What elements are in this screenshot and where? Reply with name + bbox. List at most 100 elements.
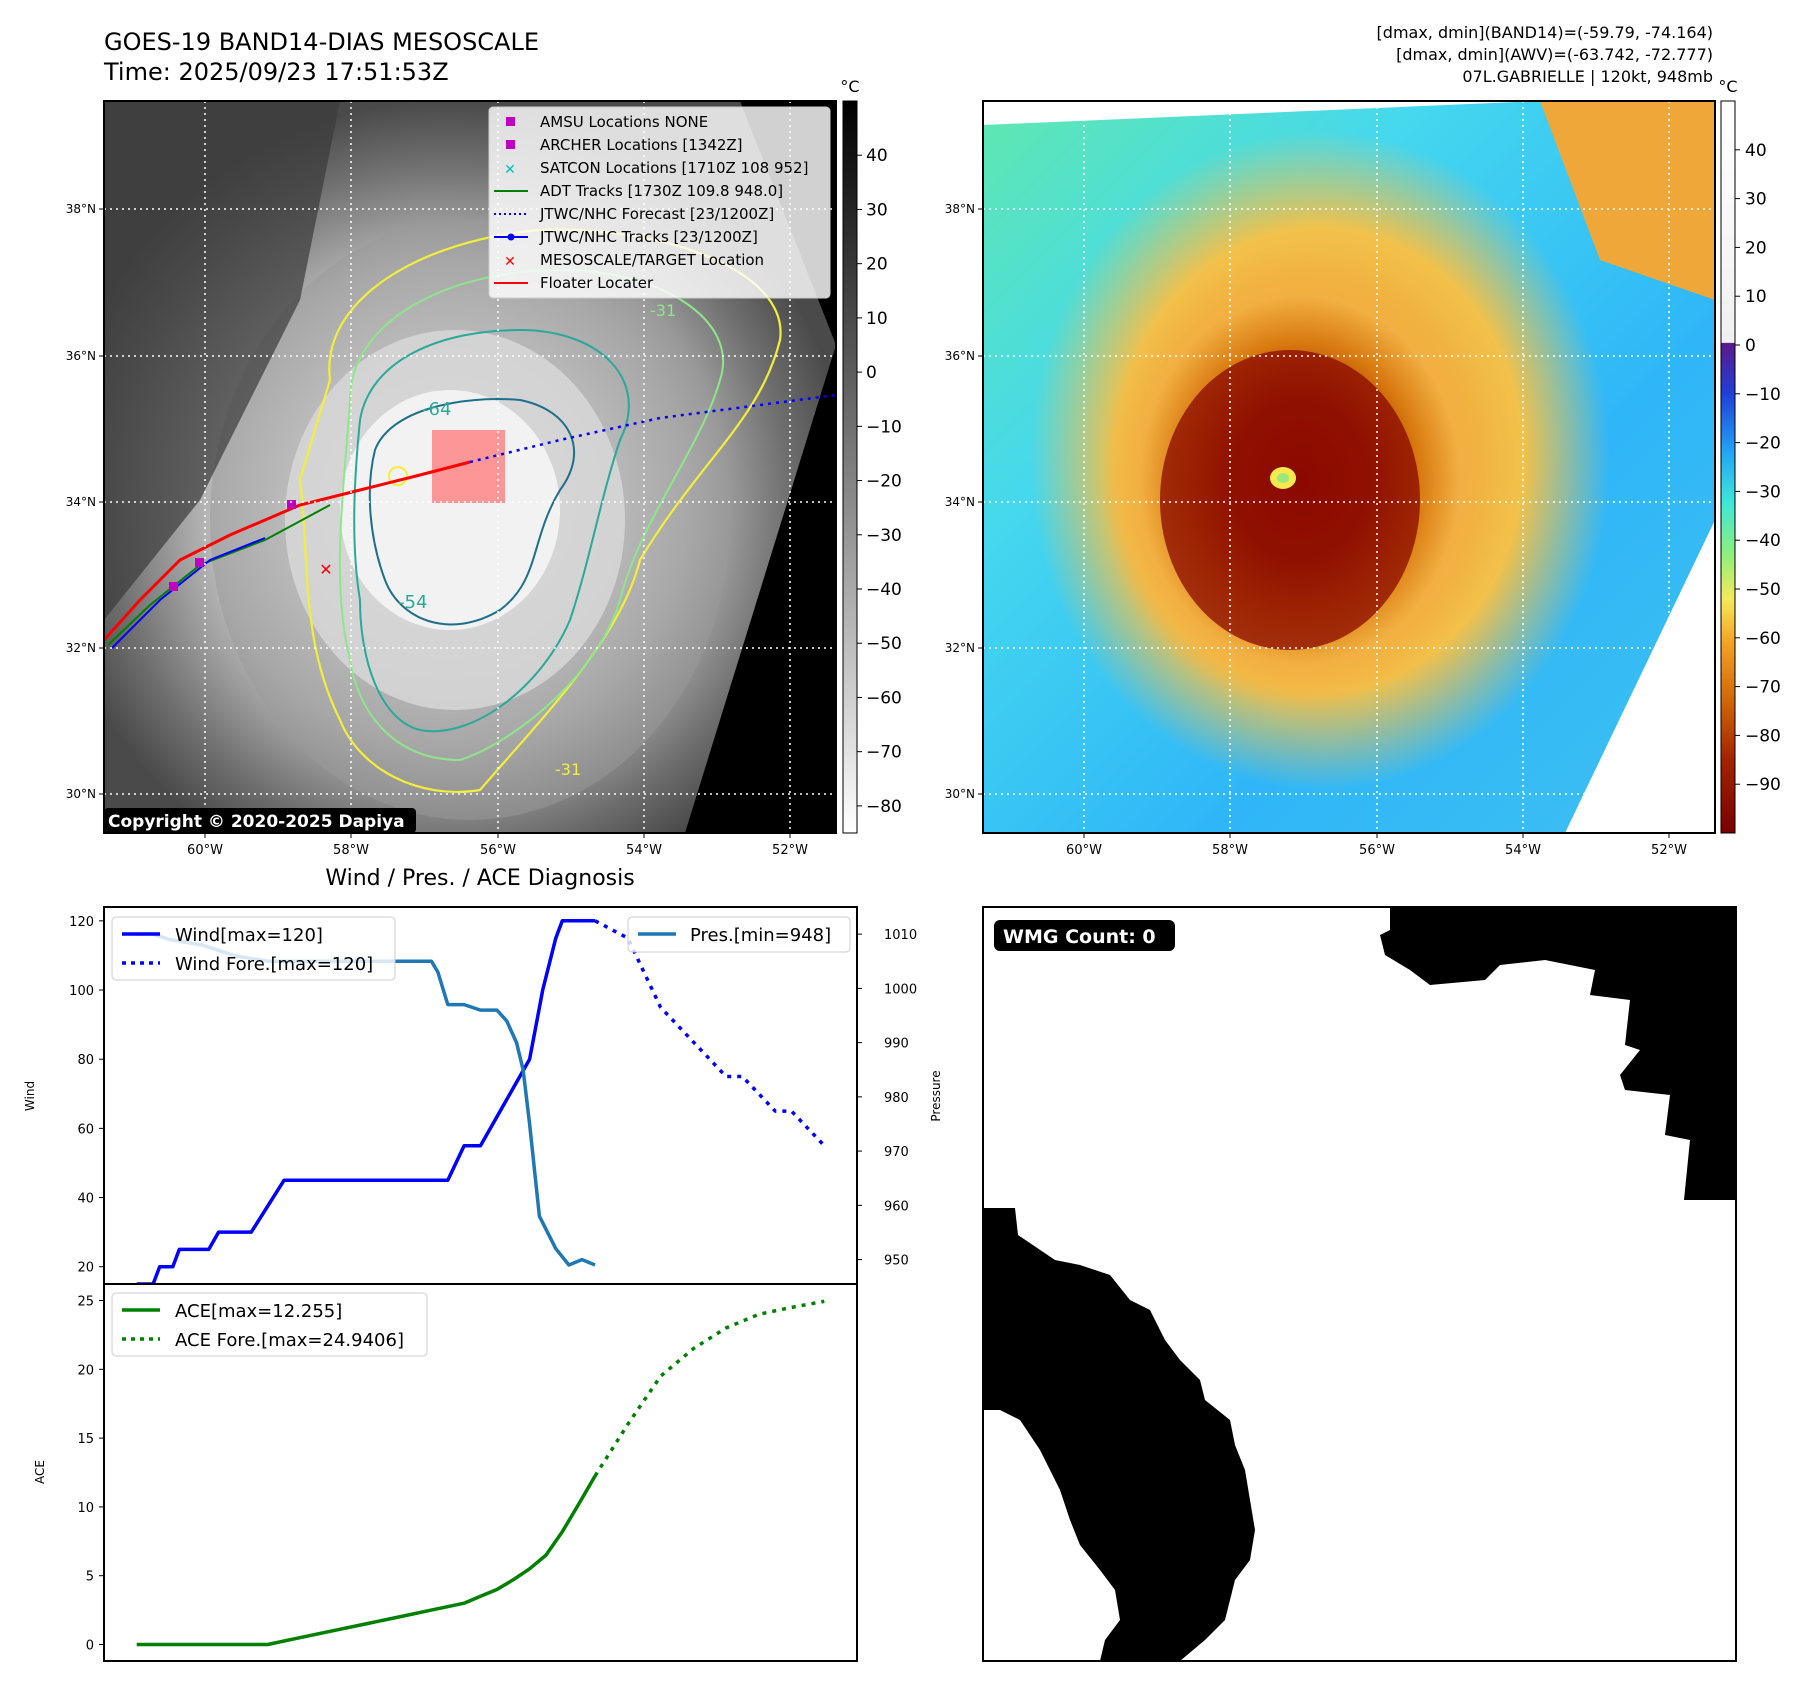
ace-tick-label: 15 [77,1432,94,1447]
pressure-tick-label: 1010 [884,928,917,943]
contour-label: -31 [555,760,581,779]
legend-item-label: ARCHER Locations [1342Z] [540,136,743,154]
legend-ace-forecast: ACE Fore.[max=24.9406] [175,1330,404,1351]
legend-ace: ACE[max=12.255] [175,1301,342,1322]
archer-location-marker [287,500,296,509]
legend-item-label: ADT Tracks [1730Z 109.8 948.0] [540,182,783,200]
wind-legend: Wind[max=120] Wind Fore.[max=120] [111,916,396,981]
colorbar-tick: −30 [1745,482,1781,502]
mesoscale-target-marker: ✕ [319,560,332,579]
wind-forecast-series-line [594,919,826,1147]
lon-tick-label: 52°W [1651,843,1687,858]
lat-tick-label: 30°N [66,787,96,801]
ace-tick-label: 20 [77,1363,94,1378]
lon-tick-label: 52°W [772,843,808,858]
wind-tick-label: 60 [77,1122,94,1137]
jtwc-forecast-track [469,393,836,464]
ace-axes: 0 5 10 15 20 25 [77,1295,104,1653]
ace-forecast-series-line [593,1299,825,1477]
colorbar-tick: 20 [866,255,888,275]
wmg-mask-region [983,1208,1255,1661]
colorbar-tick: −80 [866,797,902,817]
legend-item: AMSU Locations NONE [506,113,708,131]
colorbar-tick: −50 [866,634,902,654]
colorbar-unit: °C [1718,77,1737,96]
legend-item: ✕ MESOSCALE/TARGET Location [504,251,764,270]
lon-tick-label: 60°W [187,843,223,858]
lat-tick-label: 32°N [66,641,96,655]
pressure-tick-label: 980 [884,1091,909,1106]
lon-tick-label: 58°W [1212,843,1248,858]
wind-tick-label: 40 [77,1192,94,1207]
wmg-count: WMG Count: 0 [1003,926,1156,948]
legend-item-label: SATCON Locations [1710Z 108 952] [540,159,808,177]
map-legend: AMSU Locations NONE ARCHER Locations [134… [488,106,831,299]
colorbar-tick: 40 [866,146,888,166]
colorbar-tick: 10 [866,309,888,329]
pressure-axis-label: Pressure [929,1070,943,1121]
lat-tick-label: 34°N [66,495,96,509]
map1-axes: 60°W 58°W 56°W 54°W 52°W 38°N 36°N 34°N 32°N 30°N [66,202,808,858]
storm-info: 07L.GABRIELLE | 120kt, 948mb [1462,67,1713,86]
map1-frame [103,100,837,834]
legend-item: ✕ SATCON Locations [1710Z 108 952] [504,159,808,178]
colorbar-tick: 0 [1745,336,1756,356]
colorbar-tick: −70 [1745,678,1781,698]
colorbar-tick: −90 [1745,775,1781,795]
ace-tick-label: 25 [77,1295,94,1310]
wind-tick-label: 80 [77,1053,94,1068]
lon-tick-label: 60°W [1066,843,1102,858]
colorbar-tick: −40 [866,580,902,600]
ir-color-map [983,101,1715,833]
ace-axis-label: ACE [33,1460,47,1484]
colorbar-tick: −80 [1745,726,1781,746]
legend-item: JTWC/NHC Tracks [23/1200Z] [494,228,758,246]
wind-tick-label: 20 [77,1261,94,1276]
awv-range: [dmax, dmin](AWV)=(-63.742, -72.777) [1396,45,1713,64]
ace-series-line [136,1475,597,1647]
wind-series-line [136,919,596,1284]
colorbar-tick: −40 [1745,531,1781,551]
ace-legend: ACE[max=12.255] ACE Fore.[max=24.9406] [111,1292,428,1357]
figure-title: GOES-19 BAND14-DIAS MESOSCALE [104,28,539,56]
svg-text:✕: ✕ [504,162,516,178]
colorbar-tick: −60 [866,688,902,708]
legend-item: JTWC/NHC Forecast [23/1200Z] [494,205,774,223]
no-data-region [685,345,836,833]
band14-range: [dmax, dmin](BAND14)=(-59.79, -74.164) [1377,23,1713,42]
lat-tick-label: 38°N [66,202,96,216]
lon-tick-label: 56°W [1359,843,1395,858]
lon-tick-label: 58°W [333,843,369,858]
wind-tick-label: 120 [69,915,94,930]
colorbar-tick: 30 [866,200,888,220]
legend-wind-forecast: Wind Fore.[max=120] [175,954,373,975]
legend-item-label: Floater Locater [540,274,654,292]
jtwc-track [111,537,266,649]
colorbar-tick: −70 [866,743,902,763]
lat-tick-label: 38°N [945,202,975,216]
contour-label: -54 [398,592,427,613]
ace-tick-label: 0 [86,1638,94,1653]
legend-item-label: AMSU Locations NONE [540,113,708,131]
pressure-tick-label: 950 [884,1254,909,1269]
pressure-tick-label: 960 [884,1199,909,1214]
lon-tick-label: 54°W [1505,843,1541,858]
lon-tick-label: 56°W [480,843,516,858]
legend-wind: Wind[max=120] [175,925,323,946]
map2-gridlines [983,101,1715,833]
wind-tick-label: 100 [69,984,94,999]
lat-tick-label: 36°N [945,349,975,363]
wmg-mask-region [1380,907,1736,1200]
colorbar-unit: °C [840,77,859,96]
map2-axes: 60°W 58°W 56°W 54°W 52°W 38°N 36°N 34°N 32°N 30°N [945,202,1687,858]
colorbar-tick: −20 [1745,434,1781,454]
lon-tick-label: 54°W [626,843,662,858]
colorbar-tick: 30 [1745,190,1767,210]
colorbar-tick: −50 [1745,580,1781,600]
grayscale-colorbar: °C 40 30 20 10 0 −10 −20 −30 −40 −50 −60 −70 −80 [840,77,902,834]
colorbar-tick: 40 [1745,141,1767,161]
colorbar-tick: −10 [866,417,902,437]
legend-item: ARCHER Locations [1342Z] [506,136,743,154]
legend-item: Floater Locater [494,274,654,292]
